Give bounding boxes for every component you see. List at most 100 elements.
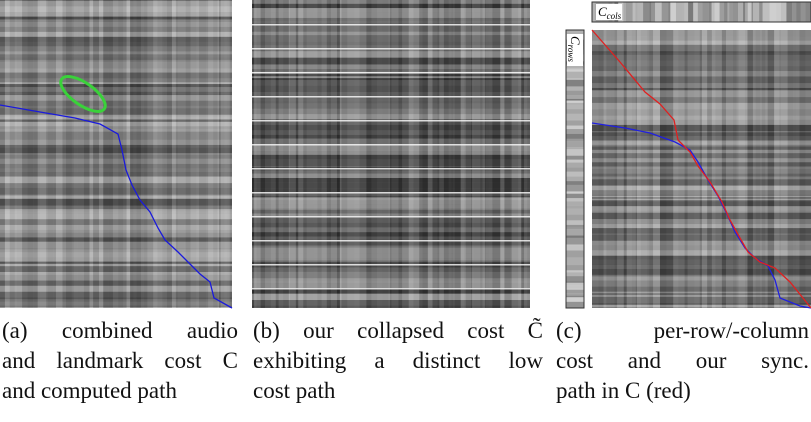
texture-band <box>419 0 423 308</box>
texture-band <box>566 245 584 251</box>
texture-band <box>0 21 232 27</box>
texture-band <box>566 79 584 87</box>
texture-band <box>474 0 481 308</box>
texture-band <box>566 265 584 271</box>
texture-band <box>341 0 348 308</box>
texture-band <box>252 288 530 294</box>
texture-band <box>482 0 485 308</box>
texture-band <box>252 48 530 50</box>
texture-band <box>592 224 811 229</box>
texture-band <box>626 30 632 308</box>
texture-band <box>408 0 414 308</box>
texture-band <box>377 0 383 308</box>
texture-band <box>592 40 811 45</box>
texture-band <box>744 30 748 308</box>
texture-band <box>787 30 794 308</box>
texture-band <box>592 153 811 155</box>
texture-band <box>637 2 641 22</box>
texture-band <box>0 219 232 225</box>
texture-band <box>252 240 530 242</box>
texture-band <box>592 102 811 110</box>
texture-band <box>460 0 465 308</box>
texture-band <box>592 206 811 211</box>
texture-band <box>0 95 232 101</box>
texture-band <box>0 232 232 238</box>
texture-band <box>693 2 698 22</box>
texture-band <box>759 2 763 22</box>
texture-band <box>714 2 720 22</box>
texture-band <box>592 36 811 41</box>
texture-band <box>592 30 811 37</box>
texture-band <box>227 0 230 308</box>
texture-band <box>724 2 726 22</box>
caption-line: and computed path <box>2 378 178 403</box>
texture-band <box>0 209 232 212</box>
texture-band <box>389 0 392 308</box>
texture-band <box>0 139 232 145</box>
texture-band <box>427 0 430 308</box>
texture-band <box>252 208 530 210</box>
texture-band <box>592 293 811 296</box>
label-bg <box>596 4 622 20</box>
texture-band <box>688 2 694 22</box>
caption-line: exhibiting a distinct low <box>253 348 543 373</box>
texture-band <box>632 2 636 22</box>
texture-band <box>0 211 232 214</box>
texture-band <box>592 140 811 143</box>
texture-band <box>643 2 650 22</box>
texture-band <box>0 36 232 42</box>
texture-band <box>592 286 811 292</box>
texture-band <box>453 0 455 308</box>
texture-band <box>0 0 232 308</box>
texture-band <box>566 250 584 257</box>
texture-band <box>252 253 530 259</box>
texture-band <box>157 0 163 308</box>
label-symbol: C <box>568 36 583 45</box>
texture-band <box>592 268 811 275</box>
caption-line: path in C (red) <box>556 378 691 403</box>
texture-band <box>675 2 683 22</box>
texture-band <box>521 0 525 308</box>
texture-band <box>747 30 753 308</box>
label-bg <box>567 34 583 66</box>
texture-band <box>592 162 811 167</box>
texture-band <box>0 84 232 88</box>
texture-band <box>566 181 584 185</box>
texture-band <box>651 2 656 22</box>
texture-band <box>175 0 179 308</box>
texture-band <box>0 61 232 69</box>
texture-band <box>93 0 100 308</box>
texture-band <box>303 0 307 308</box>
texture-band <box>566 201 584 206</box>
texture-band <box>566 256 584 259</box>
texture-band <box>566 155 584 160</box>
texture-band <box>252 134 530 139</box>
texture-band <box>566 162 584 168</box>
texture-band <box>252 192 530 196</box>
texture-band <box>779 30 781 308</box>
texture-band <box>14 0 17 308</box>
texture-band <box>252 3 530 9</box>
texture-band <box>0 195 232 199</box>
texture-band <box>524 0 528 308</box>
texture-band <box>359 0 367 308</box>
texture-band <box>185 0 191 308</box>
texture-band <box>684 2 689 22</box>
texture-band <box>592 222 811 225</box>
texture-band <box>592 154 811 159</box>
texture-band <box>437 0 440 308</box>
texture-band <box>464 0 466 308</box>
texture-band <box>0 121 232 127</box>
texture-band <box>0 93 232 96</box>
texture-band <box>0 307 232 308</box>
texture-band <box>252 8 530 13</box>
texture-band <box>640 2 644 22</box>
texture-band <box>566 198 584 202</box>
texture-band <box>224 0 228 308</box>
texture-band <box>566 191 584 194</box>
texture-band <box>592 51 811 54</box>
texture-band <box>774 30 780 308</box>
texture-band <box>623 2 626 22</box>
texture-band <box>614 30 618 308</box>
texture-band <box>252 80 530 86</box>
